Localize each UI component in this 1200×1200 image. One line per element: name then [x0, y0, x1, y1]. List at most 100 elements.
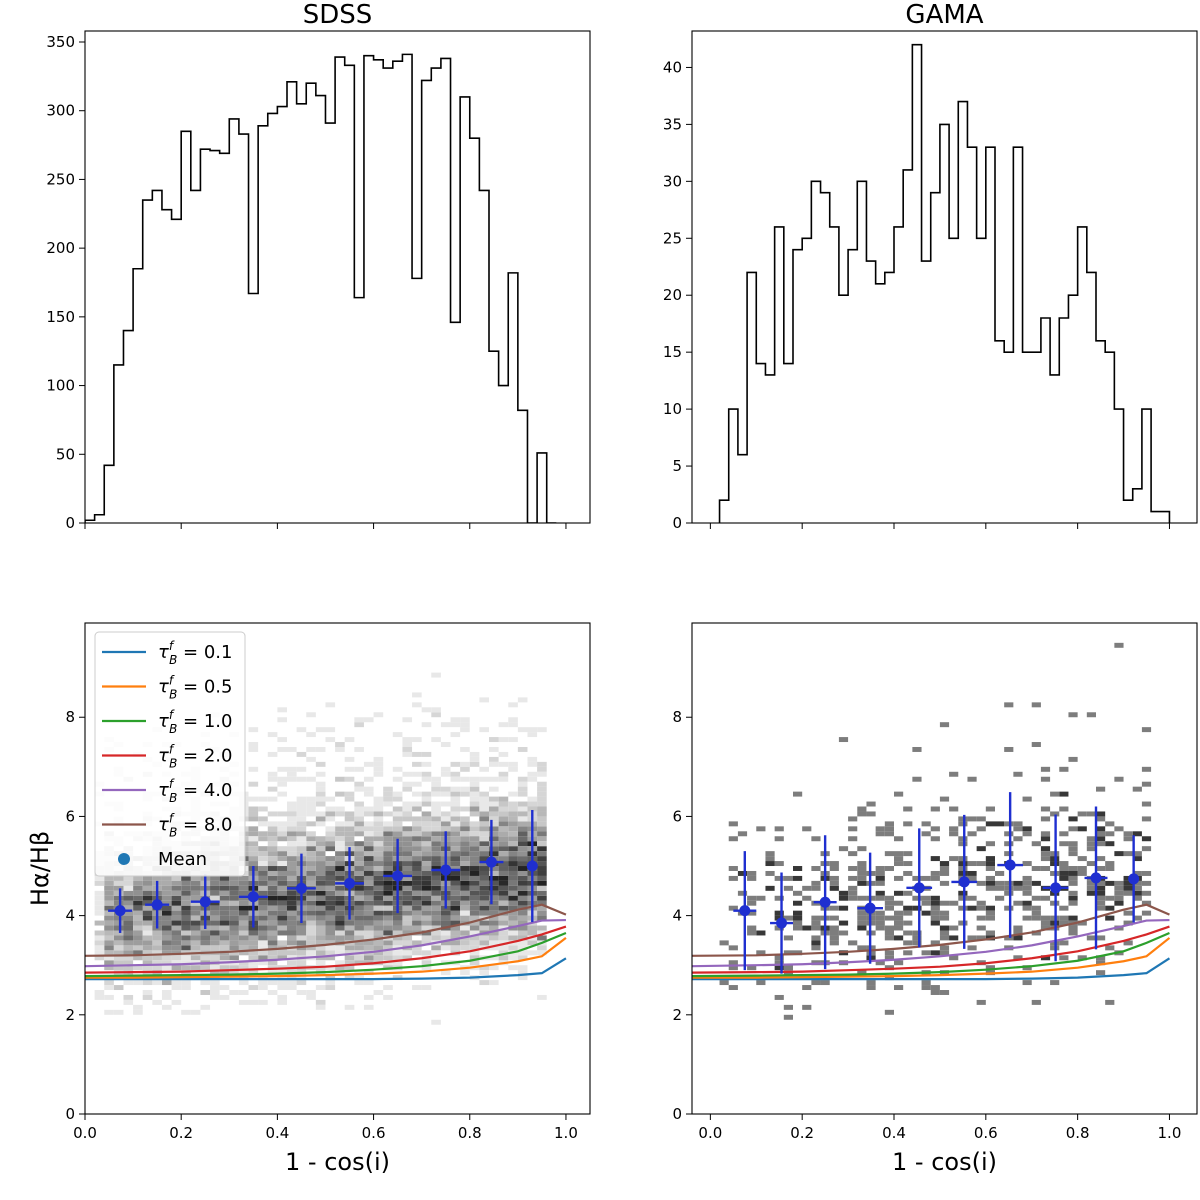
density-cell	[421, 826, 432, 832]
histogram-bin	[1068, 295, 1077, 523]
density-cell	[985, 910, 995, 916]
density-cell	[527, 930, 538, 936]
density-cell	[440, 826, 451, 832]
density-cell	[774, 895, 784, 901]
histogram-bin	[1013, 147, 1022, 523]
density-cell	[373, 816, 384, 822]
density-cell	[450, 930, 461, 936]
density-cell	[392, 821, 403, 827]
density-cell	[1096, 841, 1106, 847]
density-cell	[392, 831, 403, 837]
density-cell	[857, 806, 867, 812]
legend-tau-sup: f	[169, 639, 175, 653]
density-cell	[335, 866, 345, 871]
mean-point	[1042, 814, 1069, 962]
density-cell	[133, 945, 143, 951]
legend-tau-sub: B	[169, 653, 177, 667]
density-cell	[258, 870, 268, 876]
density-cell	[335, 870, 345, 876]
density-cell	[258, 925, 268, 931]
density-cell	[325, 861, 336, 867]
density-cell	[306, 846, 316, 852]
density-cell	[517, 955, 528, 961]
density-cell	[383, 861, 393, 867]
density-cell	[123, 950, 134, 956]
density-cell	[296, 925, 307, 931]
density-cell	[248, 856, 259, 862]
mean-point	[813, 835, 837, 970]
y-tick-label: 50	[56, 445, 75, 463]
histogram-bin	[229, 119, 239, 523]
density-cell	[344, 920, 355, 926]
density-cell	[210, 990, 220, 995]
density-cell	[287, 935, 297, 941]
density-cell	[431, 900, 441, 906]
density-cell	[489, 935, 499, 941]
density-cell	[450, 920, 461, 926]
density-cell	[985, 915, 995, 921]
density-cell	[133, 885, 143, 891]
density-cell	[498, 836, 509, 842]
mean-point	[335, 847, 364, 920]
density-cell	[315, 870, 326, 876]
density-cell	[412, 880, 422, 886]
density-cell	[344, 955, 355, 961]
density-cell	[258, 796, 268, 802]
density-cell	[517, 697, 528, 703]
density-cell	[354, 890, 364, 896]
density-cell	[181, 930, 191, 936]
density-cell	[985, 875, 995, 881]
density-cell	[728, 960, 738, 966]
density-cell	[344, 960, 355, 966]
mean-marker	[1050, 882, 1062, 894]
mean-marker	[819, 896, 831, 908]
density-cell	[344, 841, 355, 847]
density-cell	[383, 791, 393, 797]
density-cell	[489, 851, 499, 857]
density-cell	[1114, 900, 1124, 906]
density-cell	[728, 945, 738, 951]
density-cell	[949, 925, 959, 931]
histogram-bin	[1096, 341, 1105, 523]
density-cell	[171, 935, 182, 941]
density-cell	[469, 801, 480, 807]
density-cell	[171, 940, 182, 946]
density-cell	[489, 801, 499, 807]
density-cell	[756, 930, 766, 936]
density-cell	[248, 940, 259, 946]
density-cell	[921, 895, 931, 901]
histogram-bin	[431, 68, 441, 523]
density-cell	[315, 960, 326, 966]
density-cell	[219, 994, 230, 1000]
density-cell	[412, 895, 422, 901]
density-cell	[921, 950, 931, 956]
density-cell	[747, 930, 757, 936]
density-cell	[229, 880, 239, 886]
density-cell	[1123, 910, 1133, 916]
density-cell	[315, 786, 326, 792]
y-tick-label: 300	[46, 102, 75, 120]
density-cell	[421, 965, 432, 971]
density-cell	[765, 870, 775, 876]
density-cell	[238, 875, 249, 881]
density-cell	[1031, 910, 1041, 916]
density-cell	[1004, 831, 1014, 837]
density-cell	[238, 910, 249, 916]
mean-marker	[1128, 873, 1140, 885]
density-cell	[161, 905, 172, 911]
density-cell	[210, 925, 220, 931]
density-cell	[402, 806, 413, 812]
density-cell	[133, 925, 143, 931]
density-cell	[161, 945, 172, 951]
density-cell	[373, 856, 384, 862]
density-cell	[248, 727, 259, 733]
density-cell	[884, 930, 894, 936]
density-cell	[306, 930, 316, 936]
density-cell	[113, 925, 124, 931]
mean-marker	[392, 870, 404, 882]
density-cell	[161, 965, 172, 971]
density-cell	[1022, 980, 1032, 986]
density-cell	[315, 955, 326, 961]
density-cell	[402, 895, 413, 901]
density-cell	[344, 1004, 355, 1010]
